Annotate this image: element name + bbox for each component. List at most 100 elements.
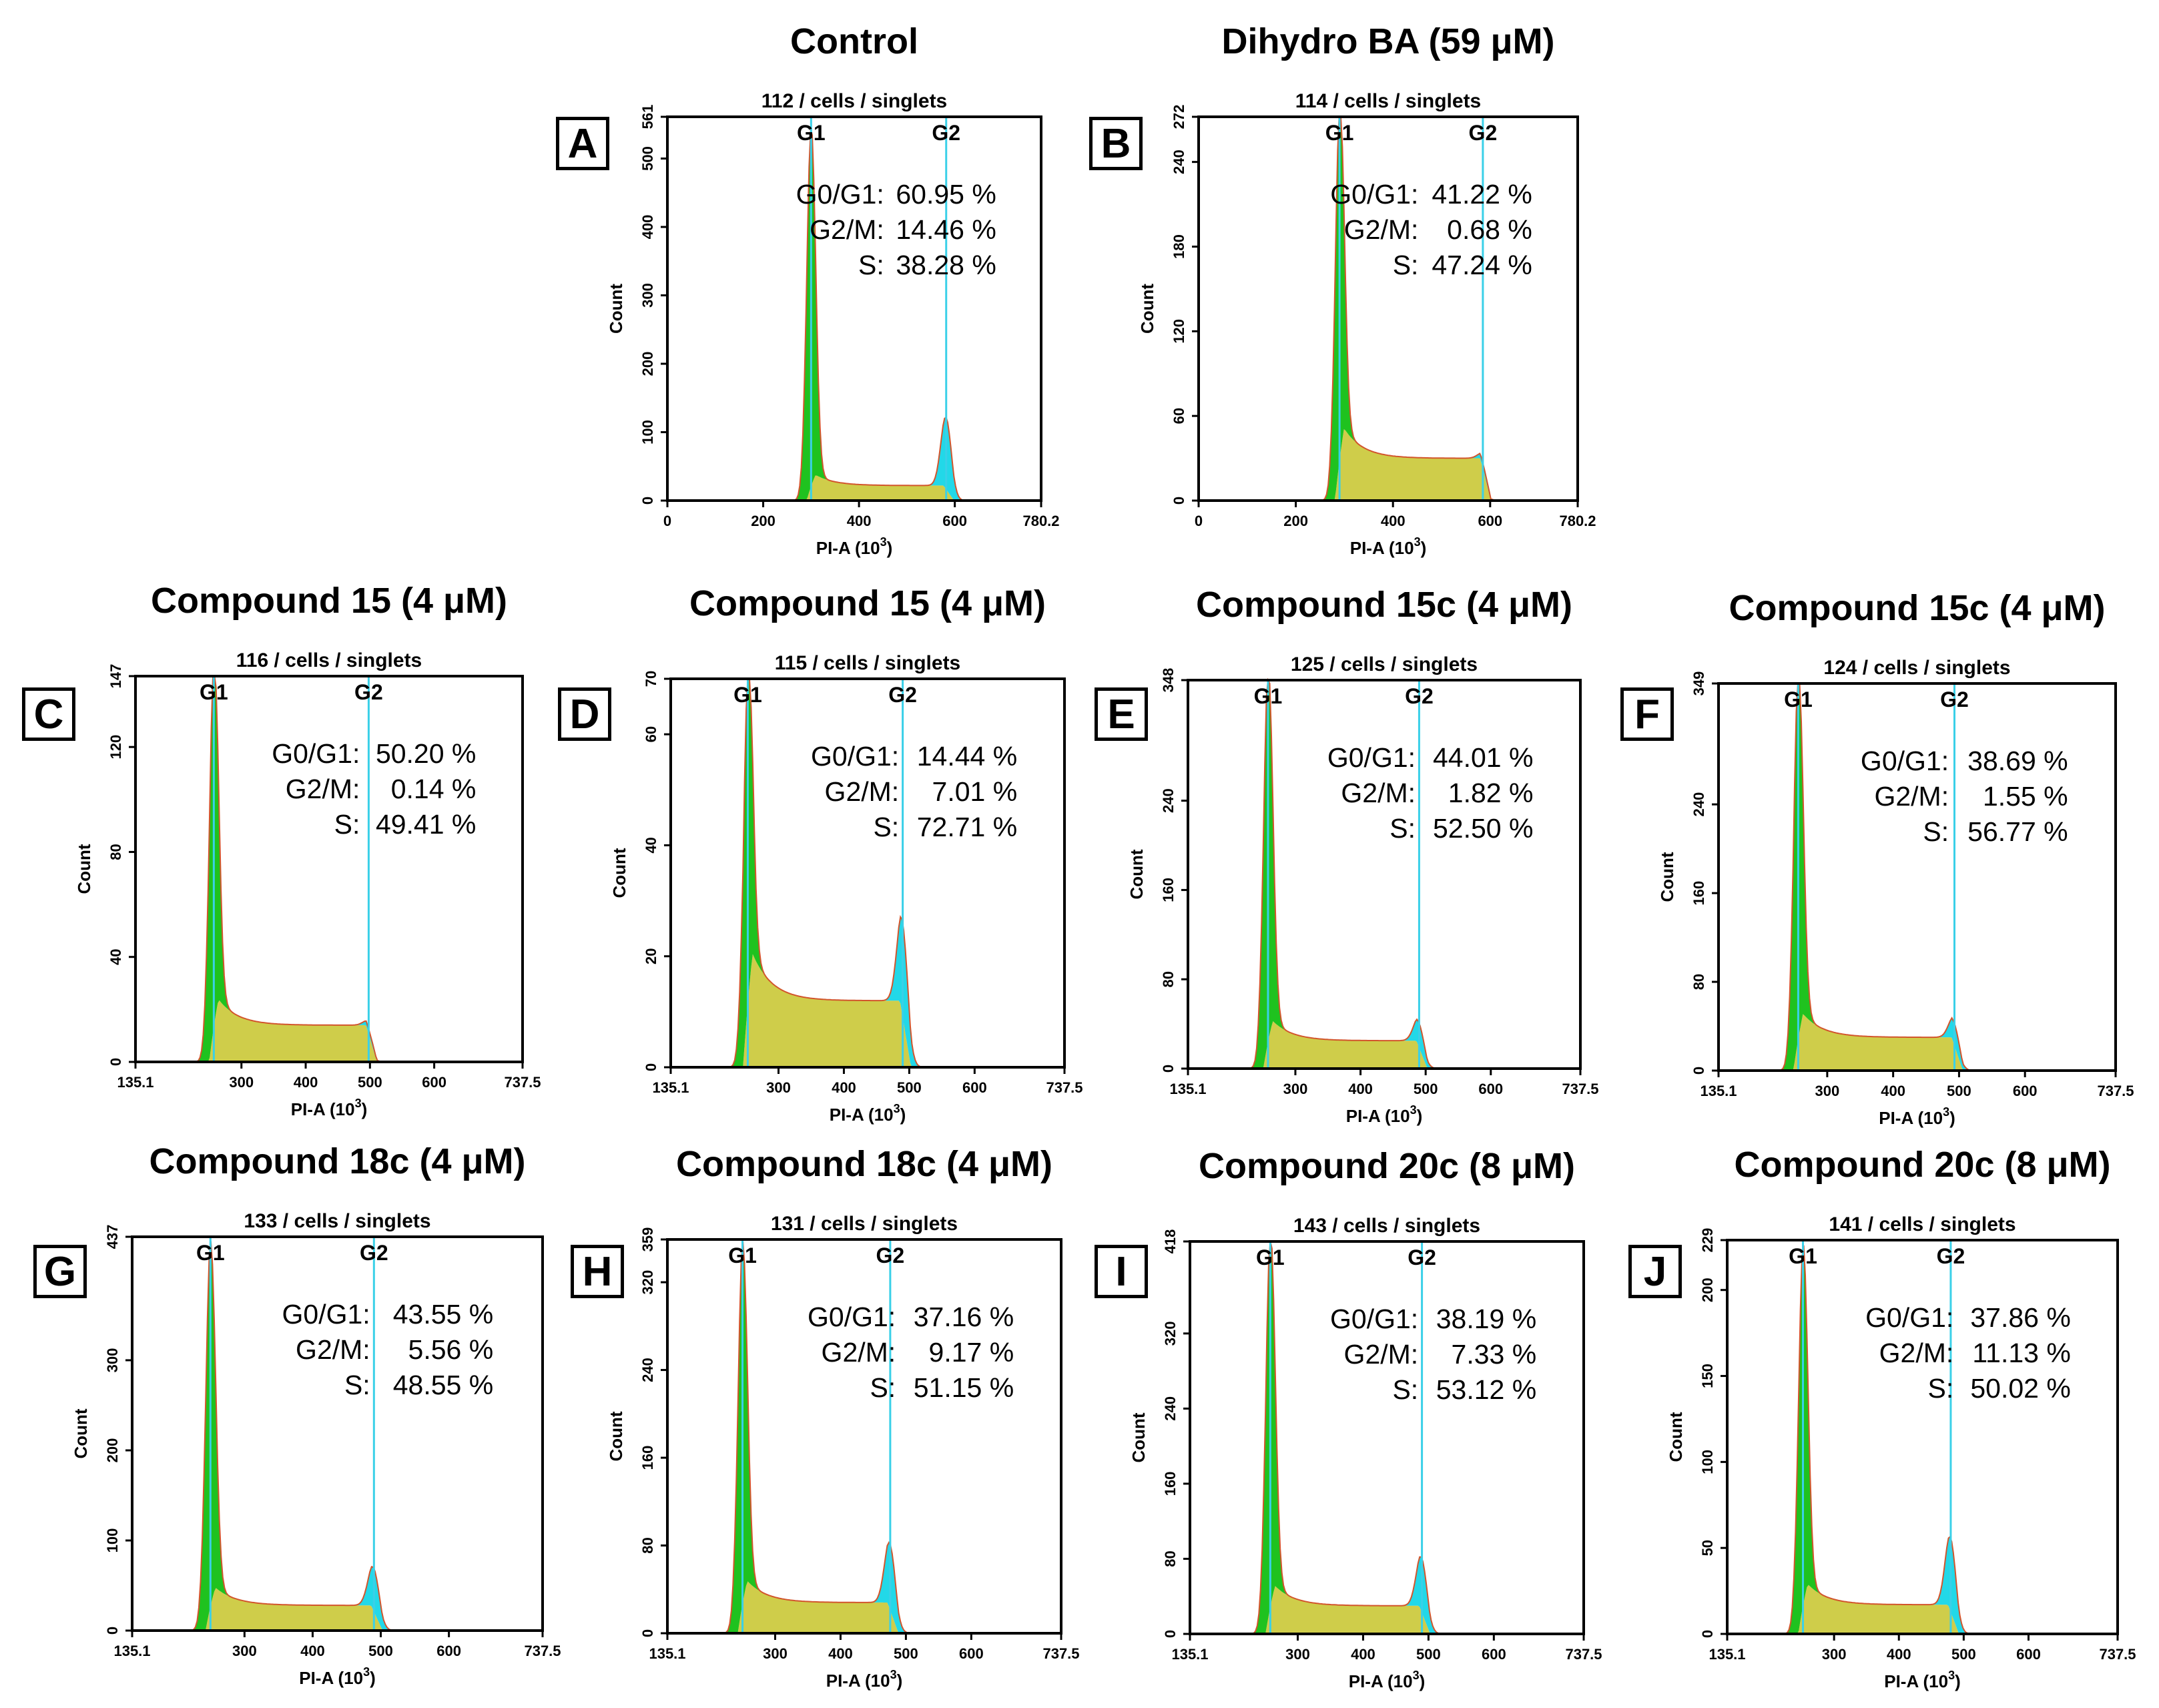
- panel-d-y-tick-label: 60: [643, 726, 659, 742]
- panel-c-stat-s-value: 49.41 %: [376, 809, 476, 840]
- panel-e-plot-frame: [1187, 679, 1582, 1070]
- panel-f-x-tick-label: 600: [2013, 1083, 2038, 1099]
- panel-a-stat-s-value: 38.28 %: [896, 250, 996, 280]
- panel-f-y-tick-label: 0: [1690, 1067, 1707, 1075]
- panel-b-x-axis-label: PI-A (103): [1350, 535, 1427, 558]
- panel-h-y-tick-label: 240: [639, 1358, 656, 1382]
- panel-h-stat-g0g1-value: 37.16 %: [914, 1302, 1014, 1332]
- panel-b-stat-s-label: S:: [1393, 250, 1419, 280]
- panel-e-x-tick-label: 737.5: [1562, 1081, 1598, 1097]
- panel-c-x-tick-label: 737.5: [504, 1074, 541, 1091]
- panel-c-stat-g0g1-label: G0/G1:: [272, 738, 360, 769]
- panel-f-x-tick-label: 500: [1947, 1083, 1971, 1099]
- panel-b-plot-frame: [1197, 115, 1579, 502]
- panel-i-y-tick-label: 320: [1162, 1321, 1179, 1346]
- panel-d-plot-frame: [669, 677, 1066, 1069]
- panel-f-histogram: G1 G2 135.1 300 400 500 600 737.5 0 80 160 240 349 PI…: [1657, 671, 2134, 1128]
- panel-g-plot-frame: [131, 1235, 544, 1632]
- panel-e-stat-g2m-value: 1.82 %: [1448, 778, 1534, 808]
- panel-a-letter: A: [556, 117, 609, 170]
- panel-j-plot-frame: [1726, 1239, 2119, 1635]
- panel-j-x-tick-label: 300: [1822, 1646, 1847, 1663]
- panel-g-y-axis-label: Count: [71, 1408, 91, 1458]
- panel-j-y-tick-label: 0: [1699, 1630, 1716, 1638]
- panel-i-g2-marker-label: G2: [1408, 1245, 1436, 1269]
- panel-j-y-tick-label: 200: [1699, 1277, 1716, 1302]
- panel-i-y-tick-label: 240: [1162, 1396, 1179, 1421]
- panel-j-x-tick-label: 600: [2016, 1646, 2041, 1663]
- panel-i-subtitle: 143 / cells / singlets: [1293, 1215, 1481, 1237]
- panel-b-g2-marker-label: G2: [1469, 121, 1498, 145]
- panel-e-g1-marker-label: G1: [1254, 684, 1283, 708]
- panel-j-x-tick-label: 135.1: [1709, 1646, 1745, 1663]
- panel-c-y-tick-label: 0: [107, 1058, 124, 1066]
- panel-e-stat-s-label: S:: [1390, 813, 1416, 844]
- panel-j-stat-g0g1-value: 37.86 %: [1970, 1302, 2070, 1333]
- panel-j-stat-g2m-label: G2/M:: [1879, 1338, 1954, 1368]
- panel-c-plot-frame: [134, 675, 524, 1063]
- panel-c-x-tick-label: 600: [422, 1074, 446, 1091]
- panel-d-stat-g0g1-value: 14.44 %: [917, 741, 1017, 772]
- panel-g-stat-g0g1-value: 43.55 %: [393, 1299, 493, 1330]
- panel-i-stat-s-value: 53.12 %: [1436, 1374, 1536, 1405]
- panel-a-stat-g2m-label: G2/M:: [810, 214, 884, 245]
- panel-g-x-tick-label: 600: [436, 1643, 461, 1659]
- panel-b-g1-peak: [1199, 117, 1578, 501]
- panel-j-subtitle: 141 / cells / singlets: [1829, 1213, 2016, 1235]
- panel-g-letter: G: [33, 1245, 87, 1298]
- panel-e-y-tick-label: 348: [1160, 668, 1177, 693]
- panel-d-s-phase-area: [671, 954, 1064, 1067]
- panel-f-x-tick-label: 300: [1815, 1083, 1840, 1099]
- panel-e-y-tick-label: 240: [1160, 788, 1177, 813]
- panel-c-stat-g0g1-value: 50.20 %: [376, 738, 476, 769]
- panel-a-g1-marker-label: G1: [797, 121, 826, 145]
- panel-g-stat-s-label: S:: [344, 1370, 370, 1400]
- panel-a-x-axis-label: PI-A (103): [816, 535, 893, 558]
- panel-e-x-tick-label: 600: [1478, 1081, 1503, 1097]
- panel-i-stat-g2m-value: 7.33 %: [1452, 1339, 1537, 1370]
- panel-j-stat-s-value: 50.02 %: [1970, 1373, 2070, 1404]
- panel-i-x-tick-label: 135.1: [1171, 1646, 1208, 1663]
- panel-h-subtitle: 131 / cells / singlets: [770, 1213, 958, 1235]
- panel-h-y-axis-label: Count: [606, 1411, 626, 1461]
- panel-g-y-tick-label: 300: [104, 1348, 121, 1373]
- panel-j-title: Compound 20c (8 μM): [1734, 1145, 2111, 1185]
- panel-e-histogram: G1 G2 135.1 300 400 500 600 737.5 0 80 160 240 348 PI…: [1127, 668, 1599, 1126]
- panel-a-y-tick-label: 500: [639, 146, 656, 171]
- panel-c-stat-s-label: S:: [334, 809, 360, 840]
- panel-e-x-tick-label: 300: [1283, 1081, 1308, 1097]
- panel-h-x-tick-label: 500: [894, 1645, 918, 1662]
- panel-f-g1-marker-label: G1: [1784, 687, 1813, 711]
- panel-e-x-tick-label: 400: [1348, 1081, 1373, 1097]
- panel-e-y-tick-label: 0: [1160, 1065, 1177, 1073]
- panel-h-y-tick-label: 160: [639, 1446, 656, 1470]
- panel-a-x-tick-label: 0: [663, 513, 671, 529]
- panel-c-y-axis-label: Count: [74, 844, 94, 894]
- panel-b-stat-g0g1-value: 41.22 %: [1432, 179, 1532, 210]
- panel-f-stat-s-label: S:: [1923, 816, 1949, 847]
- panel-h-x-tick-label: 135.1: [649, 1645, 685, 1662]
- panel-d-letter: D: [558, 687, 611, 741]
- panel-d-x-axis-label: PI-A (103): [830, 1102, 906, 1125]
- panel-f-subtitle: 124 / cells / singlets: [1823, 657, 2011, 679]
- panel-i-x-tick-label: 300: [1285, 1646, 1310, 1663]
- panel-g-g2-marker-label: G2: [360, 1241, 388, 1265]
- panel-a-y-tick-label: 100: [639, 420, 656, 445]
- panel-e-g2-marker-label: G2: [1405, 684, 1434, 708]
- panel-c-y-tick-label: 80: [107, 844, 124, 860]
- panel-h-stat-g2m-value: 9.17 %: [929, 1337, 1014, 1368]
- panel-e-s-phase-area: [1188, 1021, 1580, 1069]
- panel-f-stat-g0g1-label: G0/G1:: [1861, 746, 1949, 776]
- panel-d-stat-s-label: S:: [873, 812, 899, 842]
- panel-i-x-tick-label: 737.5: [1565, 1646, 1602, 1663]
- panel-f-g2-marker-label: G2: [1940, 687, 1969, 711]
- panel-d-histogram: G1 G2 135.1 300 400 500 600 737.5 0 20 40 60 70 PI-A …: [609, 671, 1083, 1125]
- panel-a-title: Control: [790, 21, 918, 61]
- panel-h-stat-g0g1-label: G0/G1:: [808, 1302, 896, 1332]
- panel-a-y-tick-label: 200: [639, 352, 656, 376]
- panel-f-stat-g2m-value: 1.55 %: [1983, 781, 2068, 812]
- panel-j-letter: J: [1628, 1245, 1682, 1298]
- panel-j-g2-marker-label: G2: [1937, 1244, 1965, 1268]
- panel-h-y-tick-label: 359: [639, 1227, 656, 1252]
